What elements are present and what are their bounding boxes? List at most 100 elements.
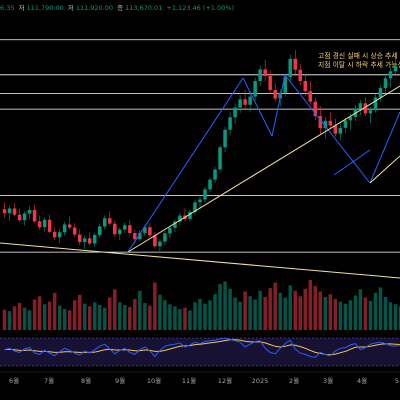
volume-bar <box>363 297 368 330</box>
candle-body <box>228 117 232 130</box>
candle-body <box>158 241 162 247</box>
volume-bar <box>87 306 92 330</box>
candle-body <box>57 232 62 238</box>
candle-body <box>383 78 388 89</box>
volume-bar <box>313 286 318 330</box>
volume-bar <box>92 302 97 330</box>
volume-bar <box>42 304 47 330</box>
candle-body <box>253 81 257 97</box>
trendlines <box>0 74 400 279</box>
candle-body <box>37 221 42 228</box>
volume-bar <box>62 309 67 330</box>
volume-bar <box>243 291 247 330</box>
candle-body <box>238 99 242 108</box>
yellow-uptrend-line <box>127 85 400 253</box>
blue-channel-line-5 <box>369 111 400 184</box>
candle-body <box>223 129 227 148</box>
x-tick-label: 9월 <box>115 376 125 385</box>
candle-body <box>128 225 132 234</box>
candle-body <box>318 116 323 129</box>
volume-bar <box>17 302 22 330</box>
candle-body <box>133 233 137 240</box>
volume-bar <box>373 292 378 330</box>
volume-bar <box>343 303 348 330</box>
volume-bar <box>248 296 252 330</box>
candle-body <box>163 233 167 242</box>
volume-bar <box>47 301 52 330</box>
candle-body <box>288 58 292 78</box>
volume-bar <box>308 280 313 330</box>
volume-bar <box>293 290 297 330</box>
candle-body <box>198 199 202 203</box>
volume-bar <box>52 292 57 330</box>
volume-bar <box>333 298 338 330</box>
candle-body <box>82 238 87 242</box>
volume-bar <box>383 296 388 330</box>
candle-body <box>363 103 368 114</box>
low-label: 저 <box>18 4 25 12</box>
volume-bar <box>213 294 217 330</box>
yellow-support-line <box>369 155 400 184</box>
volume-bar <box>378 287 383 330</box>
volume-bar <box>328 294 333 330</box>
volume-bar <box>118 302 122 330</box>
volume-bar <box>153 282 157 330</box>
x-axis: 6월 7월 8월 9월 10월 11월 12월 2025 2월 3월 4월 5 <box>9 376 399 385</box>
candle-body <box>393 65 398 72</box>
candle-body <box>208 179 212 190</box>
volume-bar <box>97 305 102 330</box>
volume-bar <box>113 289 117 330</box>
candle-body <box>97 226 102 235</box>
volume-bar <box>163 300 167 330</box>
candle-body <box>178 215 182 222</box>
volume-bar <box>398 306 400 330</box>
volume-bar <box>353 295 358 330</box>
volume-bar <box>12 306 17 330</box>
x-tick-label: 2025 <box>252 377 269 385</box>
candle-body <box>293 58 297 70</box>
candle-body <box>153 235 157 247</box>
candle-body <box>268 75 272 91</box>
x-tick-label: 5 <box>395 377 399 385</box>
blue-channel-line-2 <box>242 77 273 137</box>
candle-body <box>338 127 343 134</box>
volume-bar <box>263 296 267 330</box>
rsi-line <box>4 337 400 358</box>
candle-body <box>108 218 112 224</box>
volume-bar <box>173 306 177 330</box>
candlesticks <box>2 49 398 253</box>
volume-bar <box>148 305 152 330</box>
candle-body <box>193 202 197 212</box>
candle-body <box>143 227 147 234</box>
candle-body <box>368 110 373 114</box>
blue-channel-line-4 <box>284 74 371 184</box>
candle-body <box>103 218 107 227</box>
volume-bar <box>288 285 292 330</box>
volume-bar <box>268 288 272 330</box>
volume-bar <box>82 303 87 330</box>
volume-bar <box>37 296 42 330</box>
candle-body <box>273 90 277 99</box>
candle-body <box>313 101 318 117</box>
candle-body <box>67 224 72 228</box>
volume-bar <box>273 282 277 330</box>
volume-bar <box>278 292 282 330</box>
candle-body <box>118 229 122 235</box>
candle-body <box>378 88 383 98</box>
volume-bar <box>72 300 77 330</box>
candle-body <box>303 81 308 92</box>
volume-bar <box>123 305 127 330</box>
candle-body <box>27 210 32 214</box>
chart-annotation: 고점 경신 실패 시 상승 추세 지점 이탈 시 하락 추세 가능성 <box>318 52 400 70</box>
candle-body <box>263 69 267 76</box>
volume-bar <box>168 304 172 330</box>
candle-body <box>248 96 252 105</box>
candle-body <box>138 233 142 240</box>
volume-bar <box>358 289 363 330</box>
volume-bar <box>57 305 62 330</box>
x-tick-label: 8월 <box>81 376 91 385</box>
volume-bar <box>103 307 107 330</box>
candle-body <box>148 227 152 236</box>
x-tick-label: 4월 <box>357 376 367 385</box>
